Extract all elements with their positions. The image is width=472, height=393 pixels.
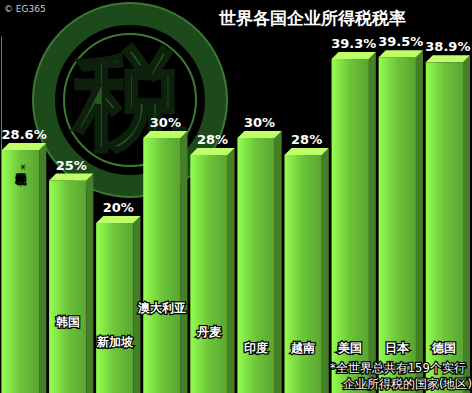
bar-side [275, 131, 282, 393]
category-labels: 世界各国平均税率* 韩国新加坡 澳大利亚丹麦印度 越南 美国 日本 德国 [14, 164, 457, 355]
data-label: 28% [197, 132, 228, 147]
bar-side [39, 143, 46, 393]
bar-group [332, 52, 376, 393]
bar [237, 138, 274, 393]
bar [190, 155, 227, 393]
category-label: 德国 [431, 341, 456, 355]
y-axis-line [1, 37, 2, 393]
bar-top [332, 52, 376, 59]
bar-top [426, 55, 470, 62]
bar-top [237, 131, 281, 138]
data-label: 25% [56, 158, 87, 173]
footnote: 企业所得税的国家(地区) [343, 377, 472, 391]
bar-side [86, 174, 93, 393]
bar [49, 181, 86, 393]
data-label: 38.9% [425, 39, 470, 54]
bar [379, 57, 416, 393]
data-label: 30% [150, 115, 181, 130]
credit: © EG365 [4, 4, 46, 14]
category-label: 越南 [290, 341, 315, 355]
data-label: 39.5% [378, 34, 423, 49]
bar-side [322, 148, 329, 393]
bars [2, 50, 470, 393]
bar [332, 59, 369, 393]
bar-top [284, 148, 328, 155]
bar [143, 138, 180, 393]
bar-top [379, 50, 423, 57]
category-label: 丹麦 [196, 325, 221, 339]
background [0, 0, 472, 393]
category-label: 世界各国平均税率* [14, 164, 28, 187]
data-label: 20% [103, 200, 134, 215]
bar-side [228, 148, 235, 393]
bar [2, 150, 39, 393]
bar [426, 62, 463, 393]
bar-group [96, 216, 140, 393]
category-label: 新加坡 [96, 335, 134, 349]
bar-group [426, 55, 470, 393]
bar-side [181, 131, 188, 393]
bar-group [379, 50, 423, 393]
bar-group [190, 148, 234, 393]
bar-group [2, 143, 46, 393]
bar-group [284, 148, 328, 393]
data-label: 30% [244, 115, 275, 130]
bar-side [463, 55, 470, 393]
bar-side [369, 52, 376, 393]
bar-top [143, 131, 187, 138]
data-label: 39.3% [331, 36, 376, 51]
category-label: 韩国 [55, 315, 80, 329]
category-label: 日本 [385, 341, 410, 355]
bar [284, 155, 321, 393]
category-label: 印度 [244, 341, 268, 355]
chart: 税© EG365世界各国企业所得税税率28.6%25%20%30%28%30%2… [0, 0, 472, 393]
bar-top [190, 148, 234, 155]
y-axis [1, 37, 2, 393]
bar-group [143, 131, 187, 393]
data-label: 28% [291, 132, 322, 147]
title: 世界各国企业所得税税率 [218, 8, 406, 28]
data-labels: 28.6% 25% 20% 30% 28% 30% 28% 39.3%39.5%38.9% [2, 34, 471, 215]
bar [96, 223, 133, 393]
data-label: 28.6% [2, 127, 47, 142]
emblem-ring [44, 14, 216, 186]
bar-side [416, 50, 423, 393]
bar-group [237, 131, 281, 393]
bar-top [96, 216, 140, 223]
bar-top [49, 174, 93, 181]
category-label: 美国 [337, 341, 362, 355]
category-label: 澳大利亚 [137, 301, 186, 315]
bar-group [49, 174, 93, 393]
bar-top [2, 143, 46, 150]
footnote: *全世界总共有159个实行 [330, 361, 466, 375]
